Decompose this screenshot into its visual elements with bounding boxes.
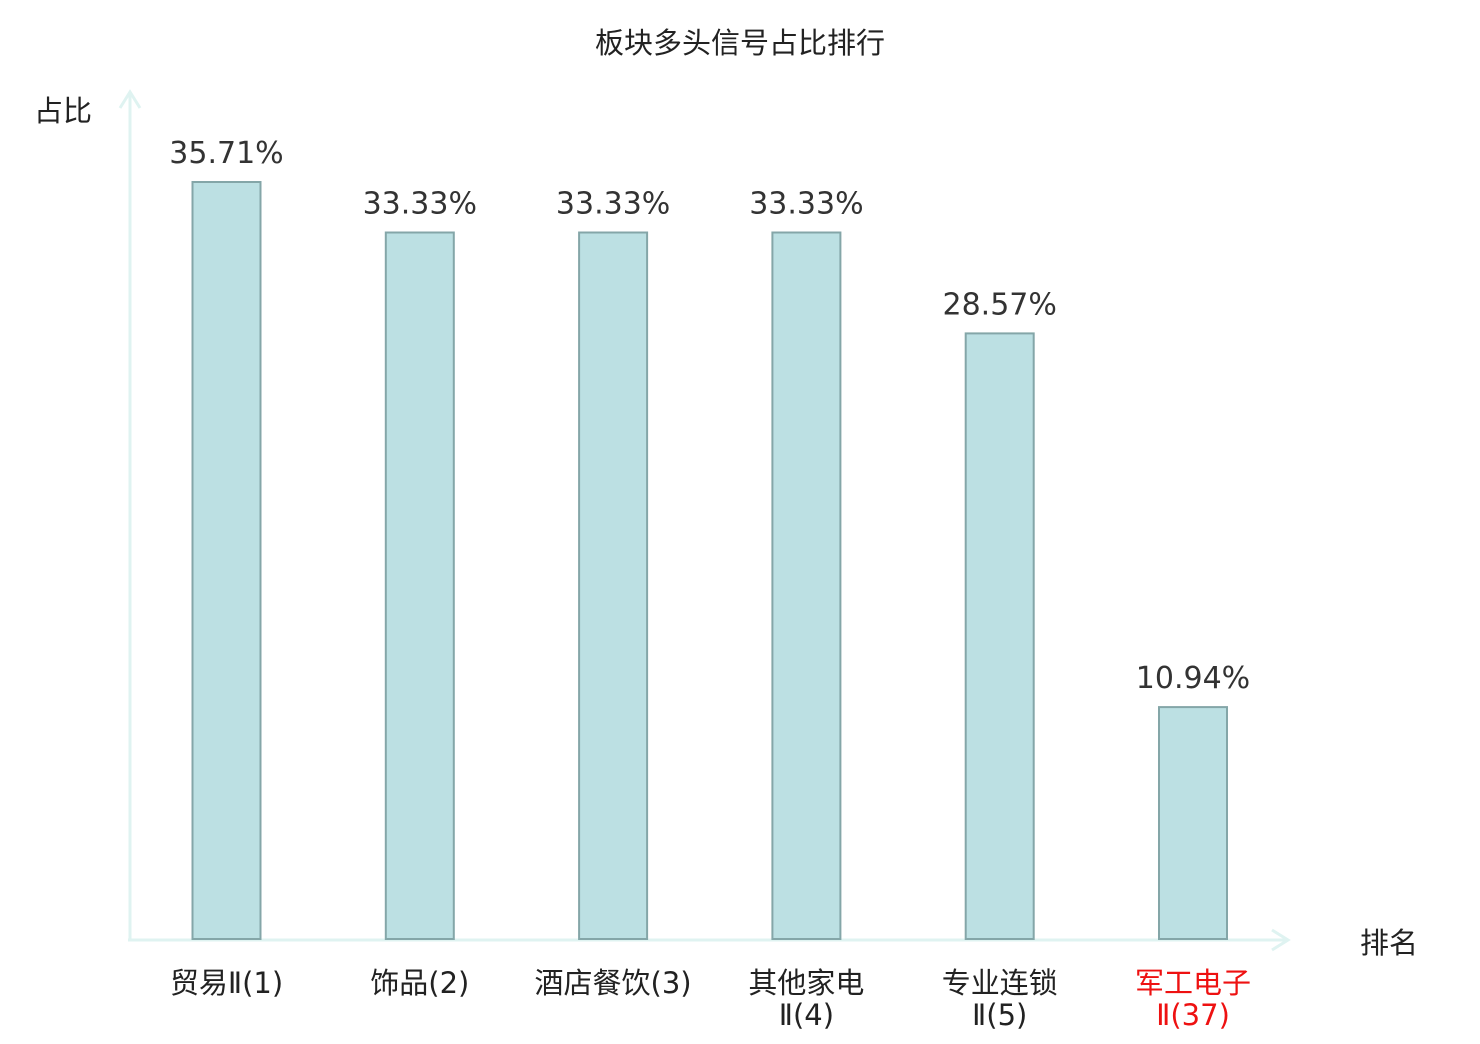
category-label-2: 饰品(2) [370, 966, 469, 1000]
value-label-1: 35.71% [169, 136, 283, 171]
bar-6 [1158, 706, 1228, 940]
bar-3 [578, 231, 649, 940]
bars-group [191, 181, 1228, 940]
category-label-5-line-2: Ⅱ(5) [972, 998, 1027, 1032]
category-label-3: 酒店餐饮(3) [535, 966, 692, 1000]
x-axis-label: 排名 [1360, 926, 1418, 960]
y-axis-arrow [118, 89, 142, 109]
category-label-1: 贸易Ⅱ(1) [170, 966, 283, 1000]
bar-4 [771, 231, 842, 940]
value-label-6: 10.94% [1136, 661, 1250, 696]
chart-title: 板块多头信号占比排行 [595, 26, 885, 60]
bar-5 [964, 332, 1035, 940]
value-label-2: 33.33% [363, 187, 477, 222]
labels-group: 35.71% 贸易Ⅱ(1) 33.33% 饰品(2) 33.33% 酒店餐饮(3) 33.3… [169, 136, 1251, 1032]
y-axis-label: 占比 [34, 94, 92, 128]
bar-1 [191, 181, 262, 940]
value-label-4: 33.33% [749, 187, 863, 222]
category-label-4-line-1: 其他家电 [748, 966, 864, 1000]
category-label-5-line-1: 专业连锁 [942, 966, 1058, 1000]
category-label-4-line-2: Ⅱ(4) [779, 998, 834, 1032]
x-axis-arrow [1271, 928, 1291, 952]
category-label-6-line-2: Ⅱ(37) [1156, 998, 1230, 1032]
value-label-5: 28.57% [943, 287, 1057, 322]
bar-2 [384, 231, 455, 940]
value-label-3: 33.33% [556, 187, 670, 222]
category-label-6-line-1: 军工电子 [1135, 966, 1251, 1000]
